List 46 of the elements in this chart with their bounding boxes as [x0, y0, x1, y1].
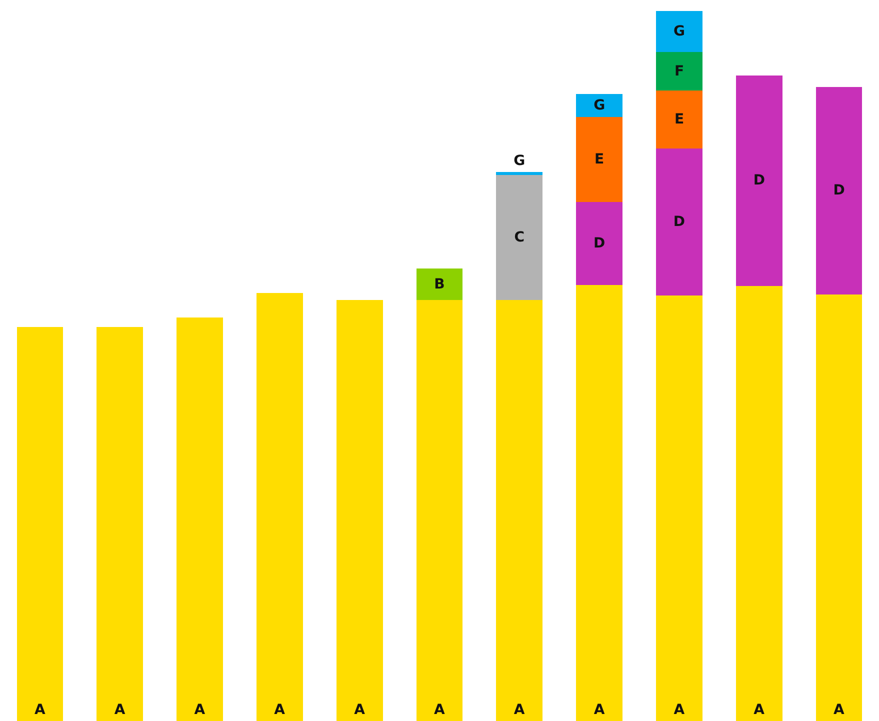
- text: A: [594, 702, 605, 718]
- text: D: [833, 182, 845, 199]
- bar: [576, 202, 622, 286]
- bar: [736, 286, 782, 721]
- bar: [256, 292, 303, 721]
- text: G: [594, 97, 606, 114]
- series-label: E: [594, 151, 604, 168]
- bar: [656, 52, 702, 91]
- bar: [816, 86, 862, 294]
- series-label: D: [753, 172, 765, 189]
- bar: [416, 300, 463, 721]
- bar: [736, 76, 782, 286]
- bar: [656, 296, 702, 721]
- text: E: [674, 112, 684, 128]
- text: D: [673, 214, 686, 230]
- text: G: [673, 24, 685, 40]
- bar: [576, 285, 622, 721]
- bar: [656, 148, 702, 296]
- bar: [16, 326, 64, 721]
- text: A: [354, 702, 365, 718]
- bar: [96, 326, 144, 721]
- bar: [416, 268, 463, 300]
- bar: [496, 175, 543, 300]
- bar: [496, 172, 543, 176]
- series-label: G: [514, 153, 526, 170]
- series-label: F: [674, 63, 684, 80]
- text: A: [114, 702, 126, 718]
- text: D: [594, 236, 606, 252]
- series-label: A: [34, 702, 46, 718]
- bar: [656, 11, 702, 52]
- series-label: B: [434, 276, 445, 292]
- bar: [656, 90, 702, 149]
- text: A: [514, 702, 525, 718]
- bar: [576, 116, 622, 202]
- bar: [816, 294, 862, 721]
- text: A: [674, 702, 685, 718]
- bar: [176, 318, 223, 721]
- series-label: C: [514, 229, 525, 246]
- bar: [336, 300, 383, 721]
- text: A: [194, 702, 206, 718]
- text: A: [834, 702, 844, 718]
- text: A: [434, 702, 445, 718]
- bar: [576, 94, 622, 117]
- text: A: [274, 702, 286, 718]
- bar: [496, 300, 543, 721]
- text: A: [754, 702, 764, 718]
